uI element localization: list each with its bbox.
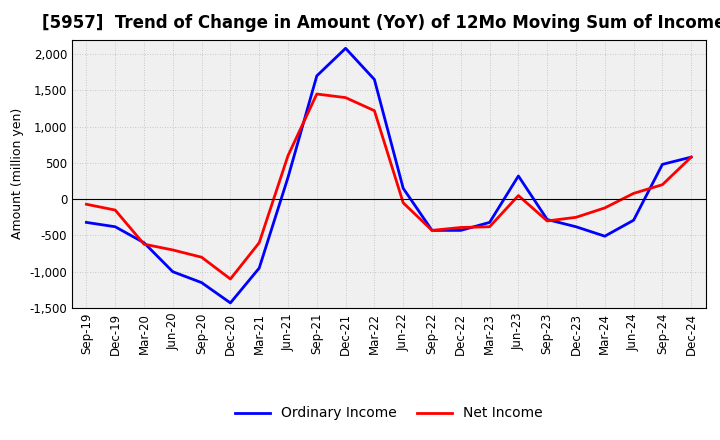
Net Income [687,154,696,160]
Ordinary Income [82,220,91,225]
Net Income [399,200,408,205]
Ordinary Income [140,240,148,246]
Net Income [197,255,206,260]
Title: [5957]  Trend of Change in Amount (YoY) of 12Mo Moving Sum of Incomes: [5957] Trend of Change in Amount (YoY) o… [42,15,720,33]
Ordinary Income [572,224,580,229]
Ordinary Income [168,269,177,275]
Net Income [370,108,379,114]
Net Income [543,218,552,224]
Ordinary Income [399,186,408,191]
Net Income [485,224,494,229]
Net Income [284,153,292,158]
Net Income [255,240,264,246]
Net Income [111,207,120,213]
Net Income [629,191,638,196]
Net Income [600,205,609,210]
Ordinary Income [428,228,436,233]
Net Income [168,247,177,253]
Net Income [456,225,465,230]
Net Income [341,95,350,100]
Ordinary Income [255,265,264,271]
Net Income [226,276,235,282]
Ordinary Income [370,77,379,82]
Ordinary Income [600,234,609,239]
Net Income [572,215,580,220]
Ordinary Income [687,154,696,160]
Net Income [312,92,321,97]
Net Income [658,182,667,187]
Ordinary Income [658,162,667,167]
Ordinary Income [312,73,321,78]
Ordinary Income [341,46,350,51]
Ordinary Income [197,280,206,285]
Ordinary Income [485,220,494,225]
Ordinary Income [514,173,523,179]
Ordinary Income [226,300,235,305]
Net Income [428,228,436,233]
Ordinary Income [111,224,120,229]
Net Income [140,242,148,247]
Ordinary Income [284,175,292,180]
Line: Ordinary Income: Ordinary Income [86,48,691,303]
Net Income [82,202,91,207]
Y-axis label: Amount (million yen): Amount (million yen) [11,108,24,239]
Legend: Ordinary Income, Net Income: Ordinary Income, Net Income [229,401,549,426]
Net Income [514,193,523,198]
Ordinary Income [629,218,638,223]
Ordinary Income [456,228,465,233]
Ordinary Income [543,217,552,222]
Line: Net Income: Net Income [86,94,691,279]
